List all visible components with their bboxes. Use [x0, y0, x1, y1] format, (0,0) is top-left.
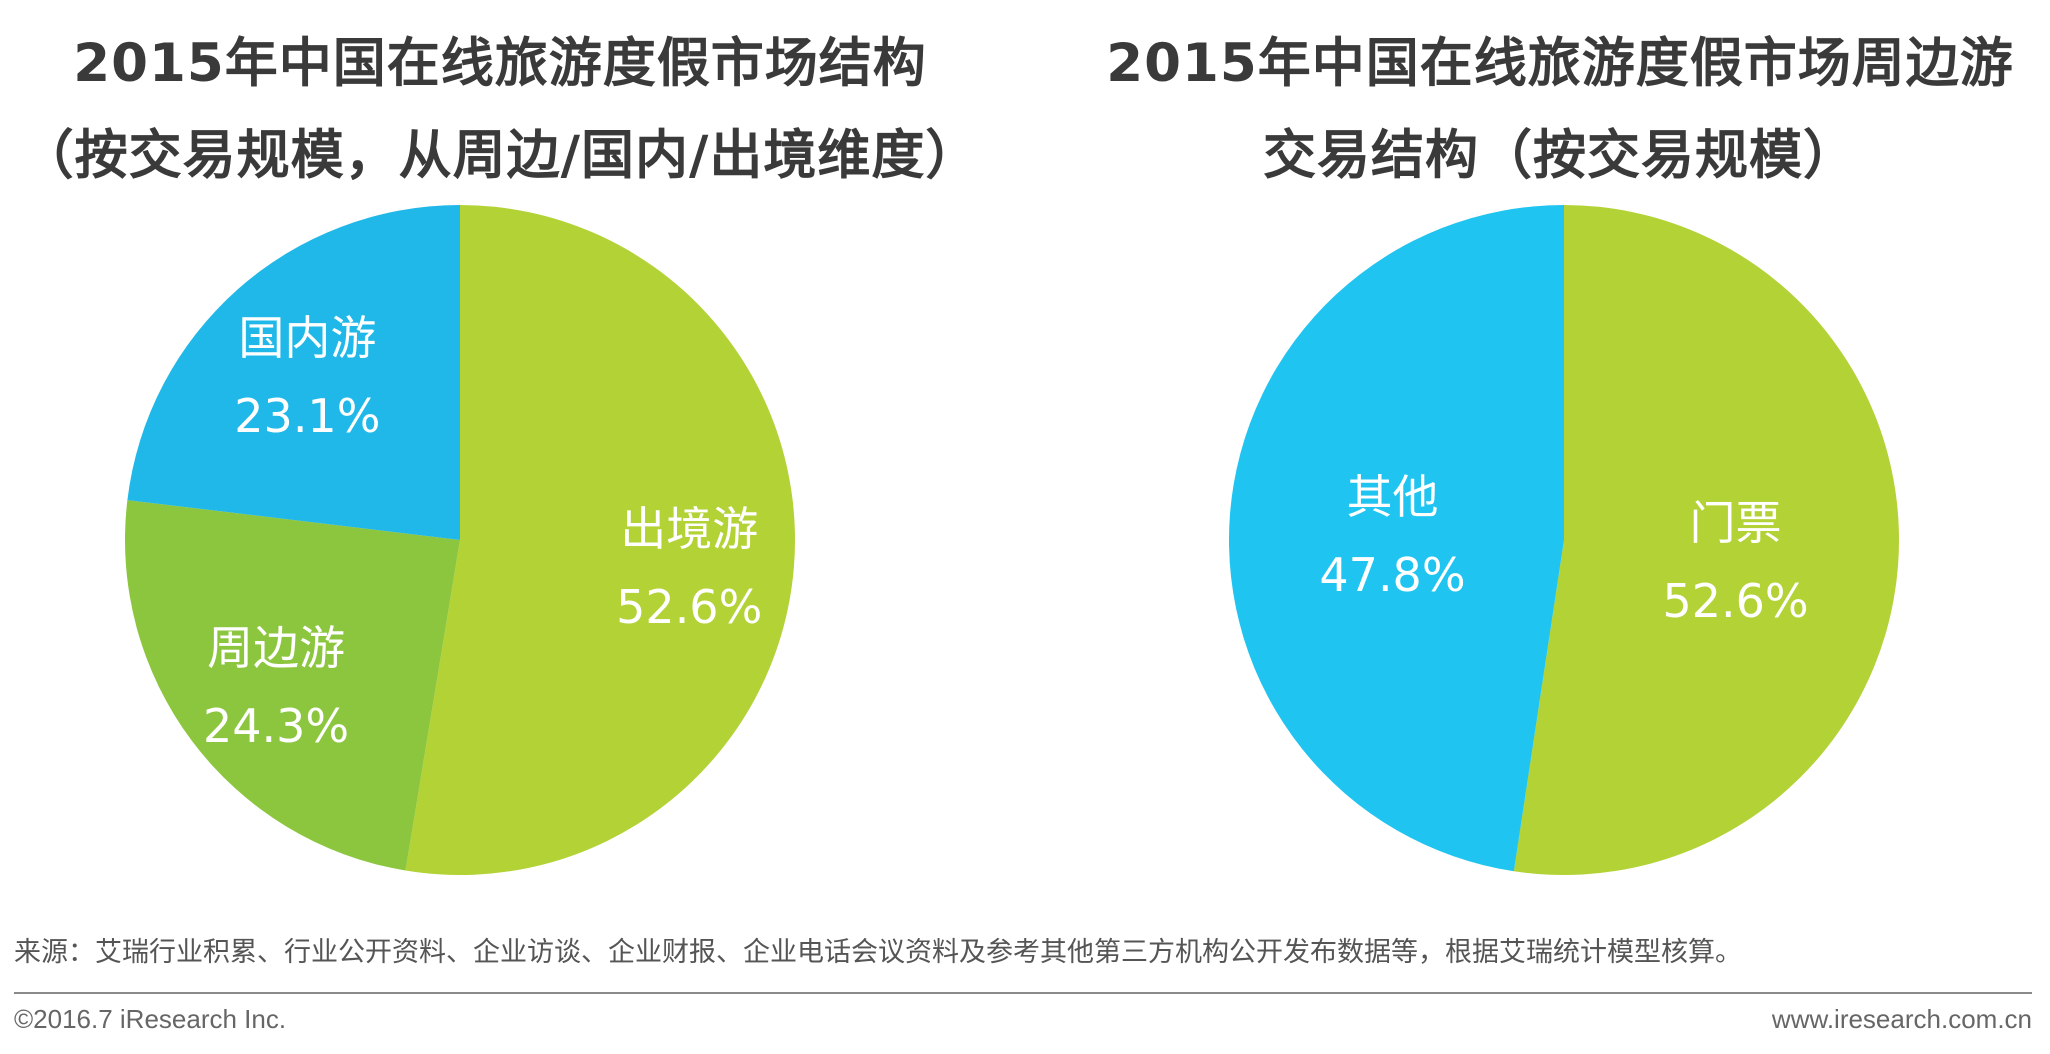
- right-pie-slice-0: [1513, 205, 1900, 875]
- copyright-text: ©2016.7 iResearch Inc.: [14, 1004, 287, 1034]
- right-pie-slice-value-1: 47.8%: [1319, 548, 1465, 602]
- left-pie-slice-0: [405, 205, 796, 875]
- website-link[interactable]: www.iresearch.com.cn: [1771, 1004, 2032, 1034]
- right-chart-title: 2015年中国在线旅游度假市场周边游 交易结构（按交易规模）: [1080, 18, 2040, 202]
- left-chart-title-line-1: 2015年中国在线旅游度假市场结构: [73, 33, 927, 94]
- right-pie-chart: 门票 52.6% 其他 47.8%: [1229, 205, 1900, 875]
- right-pie-slice-value-0: 52.6%: [1662, 574, 1808, 628]
- left-pie-slice-value-2: 23.1%: [234, 389, 380, 443]
- left-pie-chart: 出境游 52.6% 周边游 24.3% 国内游 23.1%: [125, 205, 796, 875]
- left-pie-slice-label-2: 国内游: [238, 311, 376, 365]
- source-note: 来源：艾瑞行业积累、行业公开资料、企业访谈、企业财报、企业电话会议资料及参考其他…: [14, 937, 1742, 968]
- left-pie-slice-label-0: 出境游: [620, 502, 758, 556]
- left-chart-title-line-2: （按交易规模，从周边/国内/出境维度）: [20, 125, 980, 186]
- right-chart-title-line-1: 2015年中国在线旅游度假市场周边游: [1106, 33, 2014, 94]
- left-chart-title: 2015年中国在线旅游度假市场结构 （按交易规模，从周边/国内/出境维度）: [20, 18, 980, 202]
- right-pie-slice-label-1: 其他: [1346, 470, 1438, 524]
- left-pie-slice-2: [127, 205, 460, 540]
- right-pie-slice-label-0: 门票: [1690, 496, 1782, 550]
- left-pie-slice-value-1: 24.3%: [203, 699, 349, 753]
- left-pie-slice-value-0: 52.6%: [616, 580, 762, 634]
- left-pie-slice-label-1: 周边游: [207, 621, 345, 675]
- right-pie-slice-1: [1229, 205, 1564, 872]
- left-pie-slice-1: [125, 500, 460, 871]
- right-chart-title-line-2: 交易结构（按交易规模）: [1263, 125, 1857, 186]
- footer-divider: [14, 992, 2032, 994]
